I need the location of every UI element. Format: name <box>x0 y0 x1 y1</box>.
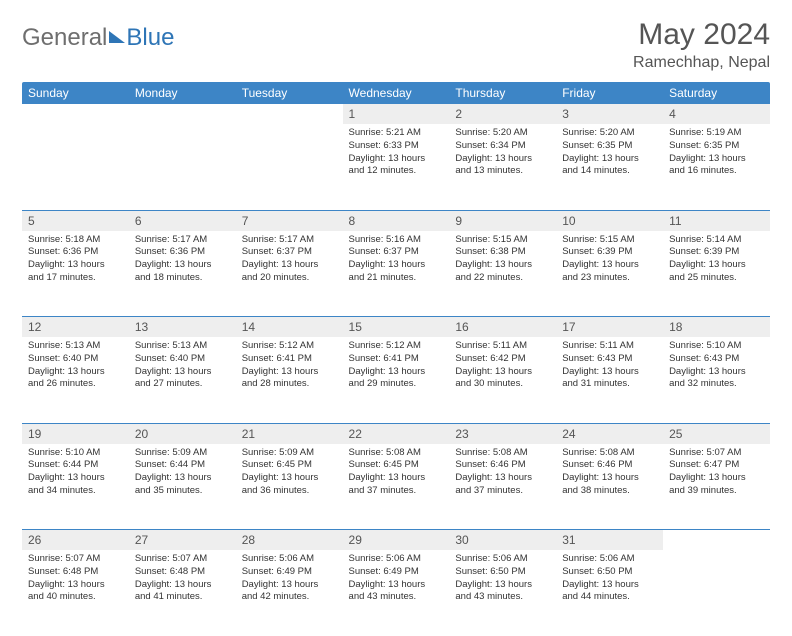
day-detail-cell: Sunrise: 5:21 AMSunset: 6:33 PMDaylight:… <box>343 124 450 210</box>
day-detail-cell: Sunrise: 5:06 AMSunset: 6:50 PMDaylight:… <box>556 550 663 636</box>
logo: General Blue <box>22 18 174 52</box>
day-number-cell: 4 <box>663 104 770 124</box>
day-number-row: 12131415161718 <box>22 317 770 338</box>
logo-text-general: General <box>22 24 107 52</box>
title-block: May 2024 Ramechhap, Nepal <box>633 18 770 72</box>
day-detail-cell: Sunrise: 5:07 AMSunset: 6:48 PMDaylight:… <box>129 550 236 636</box>
day-detail-cell: Sunrise: 5:11 AMSunset: 6:42 PMDaylight:… <box>449 337 556 423</box>
day-detail-cell: Sunrise: 5:12 AMSunset: 6:41 PMDaylight:… <box>236 337 343 423</box>
day-number-cell: 25 <box>663 423 770 444</box>
day-number-cell: 3 <box>556 104 663 124</box>
day-detail-row: Sunrise: 5:10 AMSunset: 6:44 PMDaylight:… <box>22 444 770 530</box>
day-detail-row: Sunrise: 5:21 AMSunset: 6:33 PMDaylight:… <box>22 124 770 210</box>
day-number-cell: 27 <box>129 530 236 551</box>
day-number-cell: 13 <box>129 317 236 338</box>
day-number-cell <box>663 530 770 551</box>
day-number-cell: 1 <box>343 104 450 124</box>
weekday-header-row: Sunday Monday Tuesday Wednesday Thursday… <box>22 82 770 104</box>
weekday-header: Sunday <box>22 82 129 104</box>
day-detail-cell: Sunrise: 5:10 AMSunset: 6:44 PMDaylight:… <box>22 444 129 530</box>
location: Ramechhap, Nepal <box>633 54 770 72</box>
day-detail-cell <box>129 124 236 210</box>
day-number-cell: 28 <box>236 530 343 551</box>
day-number-cell: 18 <box>663 317 770 338</box>
day-detail-cell: Sunrise: 5:08 AMSunset: 6:46 PMDaylight:… <box>556 444 663 530</box>
calendar-table: Sunday Monday Tuesday Wednesday Thursday… <box>22 82 770 636</box>
day-detail-cell <box>663 550 770 636</box>
day-detail-cell: Sunrise: 5:13 AMSunset: 6:40 PMDaylight:… <box>22 337 129 423</box>
weekday-header: Saturday <box>663 82 770 104</box>
day-detail-cell: Sunrise: 5:10 AMSunset: 6:43 PMDaylight:… <box>663 337 770 423</box>
month-title: May 2024 <box>633 18 770 52</box>
day-detail-cell: Sunrise: 5:07 AMSunset: 6:48 PMDaylight:… <box>22 550 129 636</box>
day-detail-cell: Sunrise: 5:17 AMSunset: 6:36 PMDaylight:… <box>129 231 236 317</box>
weekday-header: Tuesday <box>236 82 343 104</box>
day-number-cell: 8 <box>343 210 450 231</box>
day-detail-cell: Sunrise: 5:06 AMSunset: 6:49 PMDaylight:… <box>343 550 450 636</box>
day-number-cell: 22 <box>343 423 450 444</box>
day-detail-cell: Sunrise: 5:16 AMSunset: 6:37 PMDaylight:… <box>343 231 450 317</box>
day-number-row: 19202122232425 <box>22 423 770 444</box>
day-detail-row: Sunrise: 5:07 AMSunset: 6:48 PMDaylight:… <box>22 550 770 636</box>
day-detail-cell: Sunrise: 5:08 AMSunset: 6:45 PMDaylight:… <box>343 444 450 530</box>
day-detail-cell: Sunrise: 5:06 AMSunset: 6:49 PMDaylight:… <box>236 550 343 636</box>
day-detail-cell: Sunrise: 5:19 AMSunset: 6:35 PMDaylight:… <box>663 124 770 210</box>
day-number-cell: 31 <box>556 530 663 551</box>
day-detail-cell: Sunrise: 5:13 AMSunset: 6:40 PMDaylight:… <box>129 337 236 423</box>
day-number-cell: 21 <box>236 423 343 444</box>
day-number-cell: 5 <box>22 210 129 231</box>
day-detail-cell: Sunrise: 5:20 AMSunset: 6:34 PMDaylight:… <box>449 124 556 210</box>
day-detail-row: Sunrise: 5:18 AMSunset: 6:36 PMDaylight:… <box>22 231 770 317</box>
logo-text-blue: Blue <box>126 24 174 52</box>
day-detail-cell <box>236 124 343 210</box>
day-number-cell: 14 <box>236 317 343 338</box>
day-number-cell: 24 <box>556 423 663 444</box>
weekday-header: Monday <box>129 82 236 104</box>
day-number-cell: 15 <box>343 317 450 338</box>
day-number-cell: 6 <box>129 210 236 231</box>
day-detail-cell: Sunrise: 5:08 AMSunset: 6:46 PMDaylight:… <box>449 444 556 530</box>
day-number-cell: 11 <box>663 210 770 231</box>
weekday-header: Friday <box>556 82 663 104</box>
day-detail-cell: Sunrise: 5:20 AMSunset: 6:35 PMDaylight:… <box>556 124 663 210</box>
day-number-cell: 30 <box>449 530 556 551</box>
day-number-cell: 10 <box>556 210 663 231</box>
day-detail-cell: Sunrise: 5:09 AMSunset: 6:44 PMDaylight:… <box>129 444 236 530</box>
day-detail-cell: Sunrise: 5:14 AMSunset: 6:39 PMDaylight:… <box>663 231 770 317</box>
weekday-header: Thursday <box>449 82 556 104</box>
day-detail-cell: Sunrise: 5:15 AMSunset: 6:38 PMDaylight:… <box>449 231 556 317</box>
day-detail-cell: Sunrise: 5:11 AMSunset: 6:43 PMDaylight:… <box>556 337 663 423</box>
day-number-row: 567891011 <box>22 210 770 231</box>
day-detail-cell: Sunrise: 5:09 AMSunset: 6:45 PMDaylight:… <box>236 444 343 530</box>
day-detail-cell: Sunrise: 5:06 AMSunset: 6:50 PMDaylight:… <box>449 550 556 636</box>
day-number-cell <box>236 104 343 124</box>
day-number-cell: 19 <box>22 423 129 444</box>
day-number-cell: 16 <box>449 317 556 338</box>
day-number-cell: 29 <box>343 530 450 551</box>
day-detail-cell <box>22 124 129 210</box>
day-number-cell: 7 <box>236 210 343 231</box>
day-detail-cell: Sunrise: 5:15 AMSunset: 6:39 PMDaylight:… <box>556 231 663 317</box>
day-number-cell: 23 <box>449 423 556 444</box>
day-detail-cell: Sunrise: 5:18 AMSunset: 6:36 PMDaylight:… <box>22 231 129 317</box>
logo-triangle-icon <box>109 31 125 43</box>
day-number-cell: 20 <box>129 423 236 444</box>
day-detail-row: Sunrise: 5:13 AMSunset: 6:40 PMDaylight:… <box>22 337 770 423</box>
day-number-cell: 17 <box>556 317 663 338</box>
day-detail-cell: Sunrise: 5:07 AMSunset: 6:47 PMDaylight:… <box>663 444 770 530</box>
day-number-row: 262728293031 <box>22 530 770 551</box>
day-detail-cell: Sunrise: 5:17 AMSunset: 6:37 PMDaylight:… <box>236 231 343 317</box>
header: General Blue May 2024 Ramechhap, Nepal <box>22 18 770 72</box>
day-number-cell: 2 <box>449 104 556 124</box>
weekday-header: Wednesday <box>343 82 450 104</box>
day-number-cell: 26 <box>22 530 129 551</box>
day-number-cell <box>22 104 129 124</box>
day-number-cell <box>129 104 236 124</box>
day-number-row: 1234 <box>22 104 770 124</box>
day-number-cell: 12 <box>22 317 129 338</box>
day-number-cell: 9 <box>449 210 556 231</box>
day-detail-cell: Sunrise: 5:12 AMSunset: 6:41 PMDaylight:… <box>343 337 450 423</box>
